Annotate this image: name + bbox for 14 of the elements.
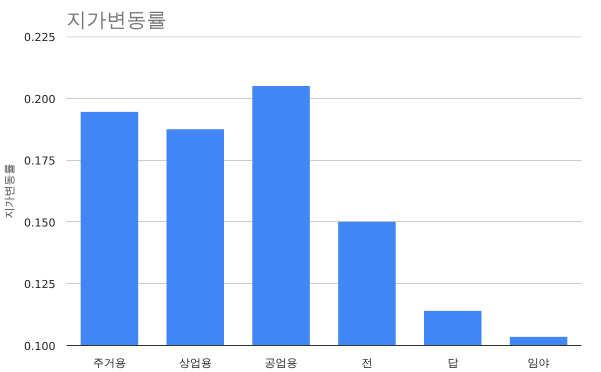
x-tick-label: 답 xyxy=(447,356,458,370)
y-tick-label: 0.200 xyxy=(24,92,56,106)
x-tick-label: 전 xyxy=(361,356,372,370)
x-tick-label: 주거용 xyxy=(92,356,126,370)
y-tick-label: 0.225 xyxy=(24,31,56,44)
y-tick-label: 0.150 xyxy=(24,216,56,230)
y-axis-title: 지가변동률 xyxy=(3,164,16,218)
y-tick-label: 0.125 xyxy=(24,278,56,292)
chart-title: 지가변동률 xyxy=(66,8,166,32)
x-tick-label: 공업용 xyxy=(264,356,298,370)
x-tick-label: 임야 xyxy=(528,356,550,370)
y-tick-label: 0.175 xyxy=(24,154,56,168)
y-tick-label: 0.100 xyxy=(24,340,56,353)
x-tick-label: 상업용 xyxy=(178,356,212,370)
